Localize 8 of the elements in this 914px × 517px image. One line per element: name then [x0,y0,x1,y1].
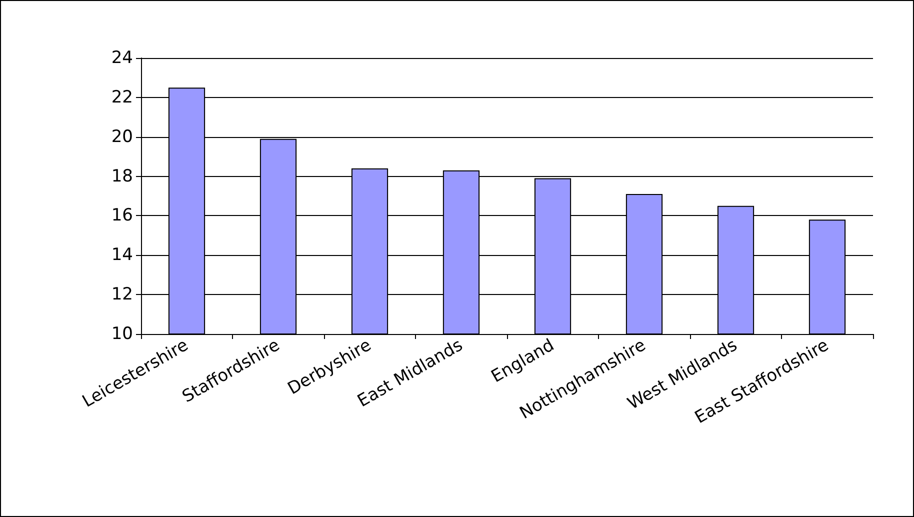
y-tick-label: 24 [111,48,133,68]
y-tick-label: 22 [111,87,133,108]
y-tick-label: 10 [111,324,133,344]
y-tick-label: 16 [111,206,133,226]
y-tick-label: 12 [111,284,133,305]
y-tick-label: 14 [111,245,133,266]
y-tick-label: 20 [111,126,133,147]
y-tick-label: 18 [111,166,133,186]
